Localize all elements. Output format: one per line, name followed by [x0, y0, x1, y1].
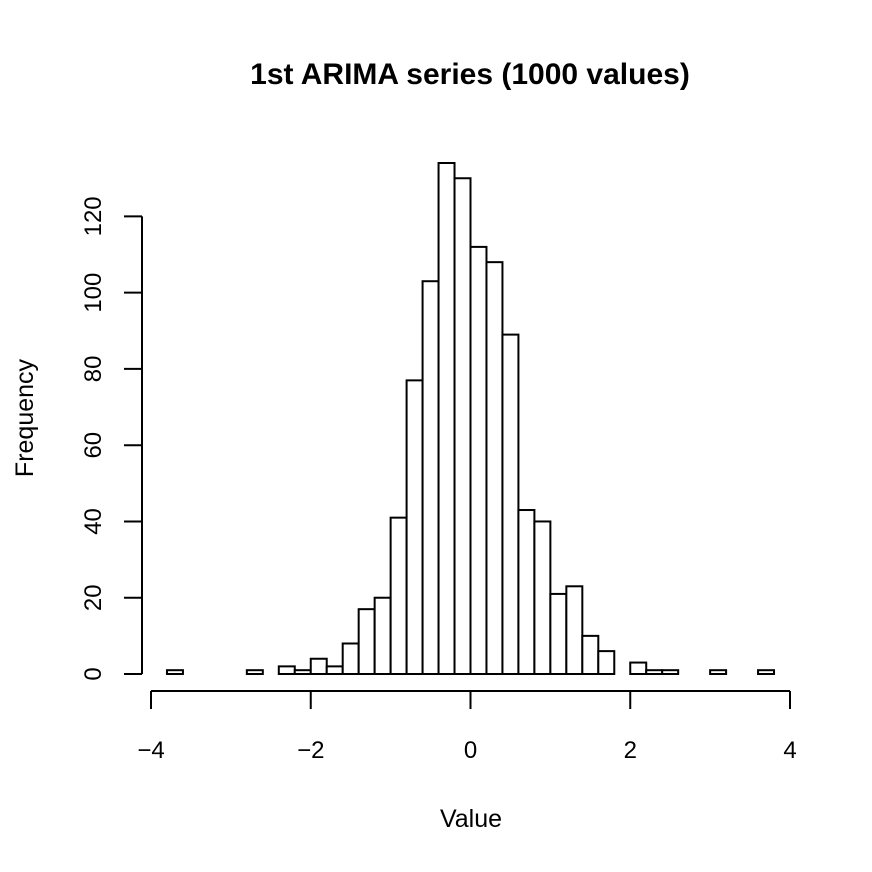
- histogram-bar: [709, 669, 728, 676]
- y-tick-label: 60: [80, 432, 107, 459]
- histogram-bar: [565, 585, 584, 675]
- histogram-bar: [485, 261, 504, 675]
- histogram-bar: [597, 650, 616, 675]
- histogram-bar: [421, 280, 440, 675]
- y-tick-label: 0: [80, 667, 107, 680]
- y-axis-label: Frequency: [11, 358, 39, 477]
- x-tick-label: 0: [464, 737, 477, 764]
- x-tick-label: 2: [624, 737, 637, 764]
- histogram-bar: [405, 379, 424, 675]
- y-tick-label: 80: [80, 356, 107, 383]
- x-tick-label: 4: [783, 737, 796, 764]
- histogram-bar: [277, 665, 296, 675]
- histogram-bars: [165, 162, 776, 676]
- histogram-bar: [757, 669, 776, 676]
- histogram-bar: [469, 245, 488, 676]
- x-axis-label: Value: [440, 805, 502, 833]
- histogram-bar: [629, 661, 648, 675]
- histogram-bar: [165, 669, 184, 676]
- histogram-bar: [341, 642, 360, 676]
- histogram-bar: [437, 162, 456, 675]
- y-axis: 0 20 40 60 80 100 120: [80, 196, 143, 681]
- chart-title: 1st ARIMA series (1000 values): [250, 58, 690, 91]
- histogram-bar: [533, 520, 552, 676]
- x-axis: −4 −2 0 2 4: [137, 690, 797, 764]
- histogram-bar: [357, 608, 376, 675]
- histogram-bar: [389, 516, 408, 675]
- histogram-bar: [309, 657, 328, 676]
- y-tick-label: 20: [80, 584, 107, 611]
- x-tick-label: −2: [297, 737, 324, 764]
- y-tick-label: 40: [80, 508, 107, 535]
- histogram-bar: [373, 596, 392, 675]
- histogram-bar: [661, 669, 680, 676]
- x-tick-label: −4: [137, 737, 164, 764]
- histogram-bar: [245, 669, 264, 676]
- histogram-bar: [453, 177, 472, 676]
- y-tick-label: 100: [80, 273, 107, 313]
- histogram-bar: [501, 333, 520, 675]
- histogram-bar: [293, 669, 312, 676]
- histogram-bar: [645, 669, 664, 676]
- histogram-bar: [581, 634, 600, 675]
- histogram-bar: [325, 665, 344, 675]
- histogram-bar: [517, 509, 536, 676]
- histogram-bar: [549, 592, 568, 675]
- y-tick-label: 120: [80, 196, 107, 236]
